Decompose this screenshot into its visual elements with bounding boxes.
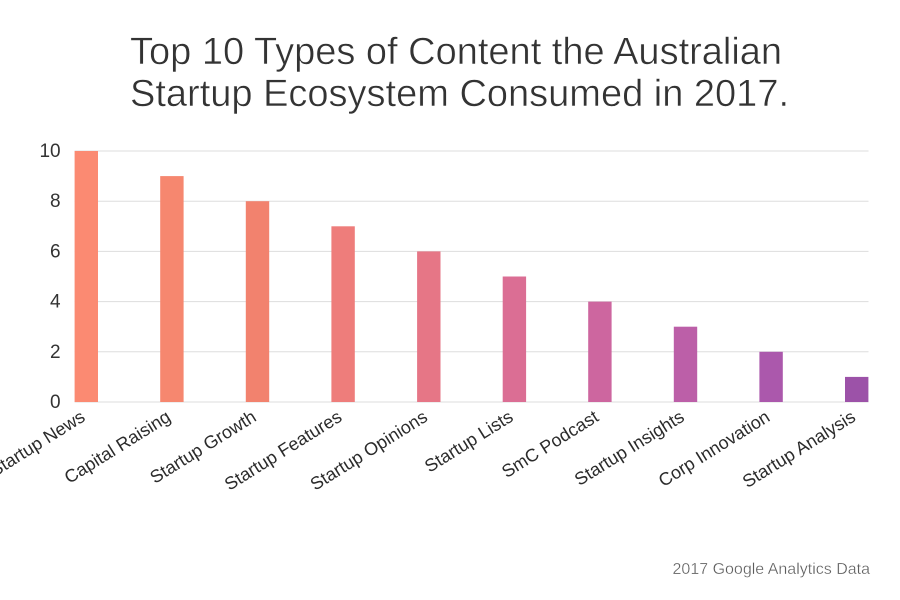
svg-text:0: 0 [50,392,61,413]
svg-text:6: 6 [50,241,61,262]
svg-text:2: 2 [50,342,61,363]
svg-text:4: 4 [50,292,61,313]
svg-text:10: 10 [39,141,60,162]
svg-text:8: 8 [50,191,61,212]
